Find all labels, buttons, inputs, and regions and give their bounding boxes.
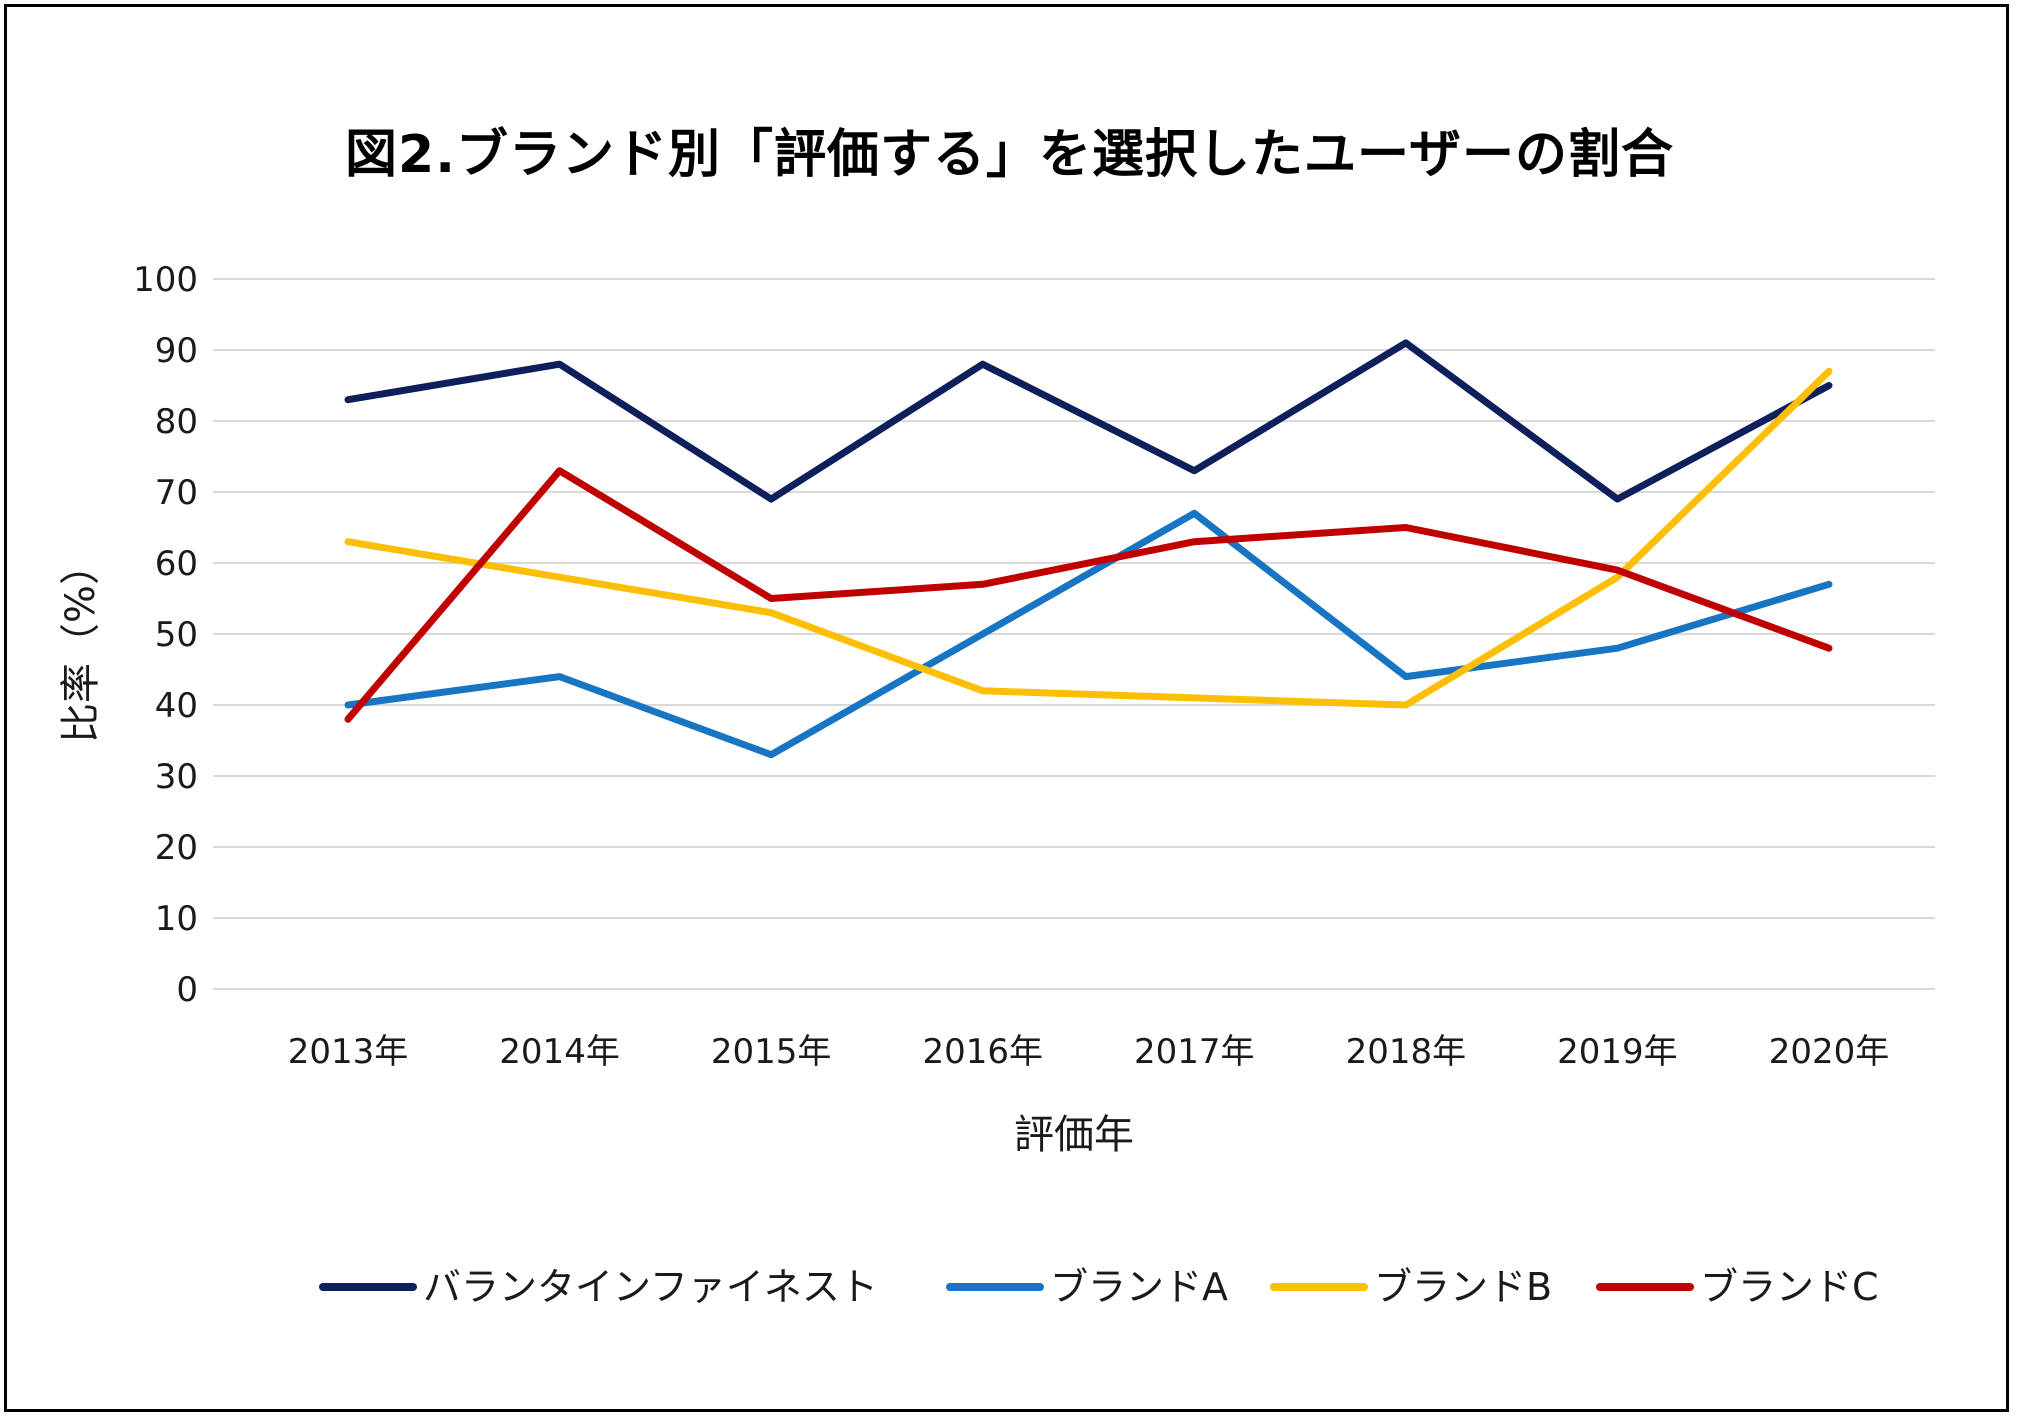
legend-label-1: バランタインファイネスト — [423, 1265, 878, 1309]
y-tick-label: 100 — [133, 260, 198, 300]
series-line-2 — [344, 509, 1833, 759]
legend-label-3: ブランドB — [1374, 1265, 1552, 1309]
y-axis-title: 比率（%） — [58, 545, 104, 743]
y-tick-label: 30 — [155, 757, 198, 797]
x-axis-ticks: 2013年 2014年 2015年 2016年 2017年 2018年 2019年 2020年 — [288, 1032, 1890, 1072]
y-tick-label: 70 — [155, 473, 198, 513]
x-tick-label: 2015年 — [711, 1032, 832, 1072]
y-tick-label: 40 — [155, 686, 198, 726]
series-lines — [344, 339, 1833, 759]
gridlines — [213, 278, 1935, 990]
x-tick-label: 2019年 — [1557, 1032, 1678, 1072]
x-tick-label: 2016年 — [922, 1032, 1043, 1072]
legend-label-4: ブランドC — [1700, 1265, 1879, 1309]
chart-title: 図2.ブランド別「評価する」を選択したユーザーの割合 — [345, 125, 1674, 185]
y-tick-label: 50 — [155, 615, 198, 655]
x-tick-label: 2013年 — [288, 1032, 409, 1072]
legend-label-2: ブランドA — [1050, 1265, 1228, 1309]
x-tick-label: 2018年 — [1346, 1032, 1467, 1072]
y-tick-label: 10 — [155, 899, 198, 939]
series-line-4 — [344, 467, 1833, 723]
legend: バランタインファイネスト ブランドA ブランドB ブランドC — [319, 1265, 1879, 1309]
y-tick-label: 0 — [176, 970, 198, 1010]
y-tick-label: 80 — [155, 402, 198, 442]
x-tick-label: 2020年 — [1769, 1032, 1890, 1072]
x-axis-title: 評価年 — [1014, 1112, 1134, 1158]
series-line-1 — [344, 339, 1833, 503]
series-line-3 — [344, 367, 1833, 709]
y-axis-ticks: 0 10 20 30 40 50 60 70 80 90 100 — [133, 260, 198, 1010]
y-tick-label: 90 — [155, 331, 198, 371]
x-tick-label: 2014年 — [499, 1032, 620, 1072]
y-tick-label: 60 — [155, 544, 198, 584]
y-tick-label: 20 — [155, 828, 198, 868]
chart-frame — [4, 4, 2009, 1412]
x-tick-label: 2017年 — [1134, 1032, 1255, 1072]
